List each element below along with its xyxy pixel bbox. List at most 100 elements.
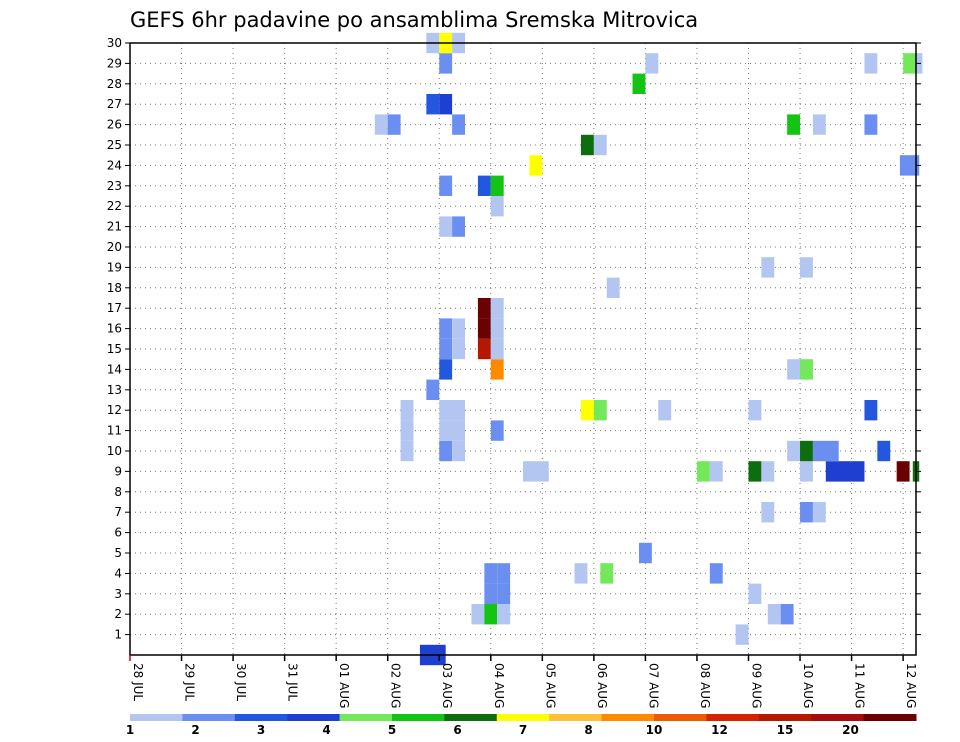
heatmap-cell (452, 216, 466, 237)
heatmap-cell (426, 94, 440, 115)
legend-label: 2 (191, 723, 199, 737)
legend-label: 7 (519, 723, 527, 737)
legend-color-swatch (496, 714, 550, 721)
y-tick-label: 2 (114, 607, 122, 621)
heatmap-cell (761, 461, 775, 482)
heatmap-cell (812, 502, 826, 523)
x-tick-label: 05 AUG (543, 663, 557, 708)
heatmap-cell (709, 563, 723, 584)
y-tick-label: 9 (114, 464, 122, 478)
legend-color-swatch (601, 714, 655, 721)
legend-color-swatch (234, 714, 288, 721)
heatmap-cell (580, 134, 594, 156)
heatmap-cell (606, 277, 620, 298)
heatmap-cell (439, 359, 453, 380)
heatmap-cell (439, 440, 453, 462)
heatmap-cell (696, 461, 710, 482)
heatmap-cell (439, 420, 466, 441)
heatmap-cell (574, 563, 588, 584)
heatmap-cell (439, 175, 453, 196)
heatmap-cell (490, 359, 504, 380)
heatmap-cell (452, 338, 466, 360)
y-tick-label: 30 (107, 36, 122, 50)
heatmap-cell (400, 420, 414, 441)
heatmap-cell (899, 155, 920, 176)
legend-label: 15 (777, 723, 794, 737)
heatmap-cell (748, 400, 762, 421)
x-tick-label: 31 JUL (286, 663, 300, 701)
legend-color-swatch (758, 714, 812, 721)
heatmap-cell (780, 604, 794, 625)
heatmap-cell (484, 563, 498, 584)
heatmap-cell (452, 114, 466, 135)
heatmap-cell (761, 502, 775, 523)
x-tick-label: 10 AUG (801, 663, 815, 708)
heatmap-cell (477, 318, 491, 339)
heatmap-cell (864, 114, 878, 135)
x-tick-label: 01 AUG (337, 663, 351, 708)
heatmap-cell (877, 440, 891, 462)
legend-label: 4 (322, 723, 330, 737)
heatmap-cell (864, 53, 878, 74)
y-tick-label: 17 (107, 301, 122, 315)
heatmap-cell (490, 196, 504, 217)
heatmap-cell (903, 53, 916, 74)
y-tick-label: 24 (107, 158, 122, 172)
heatmap-cell (490, 338, 504, 360)
heatmap-cell (812, 440, 839, 462)
y-tick-label: 12 (107, 403, 122, 417)
heatmap-cell (800, 502, 813, 523)
legend-color-swatch (811, 714, 865, 721)
color-legend: 1 2 3 4 5 6 7 8 10 12 15 20 (126, 714, 917, 737)
heatmap-cells (374, 32, 923, 666)
heatmap-cell (800, 440, 813, 462)
heatmap-cell (477, 298, 491, 319)
y-tick-label: 22 (107, 199, 122, 213)
y-tick-label: 1 (114, 628, 122, 642)
y-tick-label: 7 (114, 505, 122, 519)
x-tick-label: 08 AUG (698, 663, 712, 708)
heatmap-cell (400, 440, 414, 462)
legend-label: 6 (453, 723, 461, 737)
heatmap-cell (439, 338, 453, 360)
legend-color-swatch (130, 714, 183, 721)
heatmap-cell (490, 298, 504, 319)
legend-color-swatch (287, 714, 341, 721)
heatmap-cell (387, 114, 401, 135)
legend-label: 5 (388, 723, 396, 737)
x-tick-label: 03 AUG (440, 663, 454, 708)
y-tick-label: 15 (107, 342, 122, 356)
x-tick-label: 29 JUL (183, 663, 197, 701)
legend-color-swatch (182, 714, 236, 721)
y-tick-label: 20 (107, 240, 122, 254)
heatmap-cell (477, 175, 491, 196)
heatmap-cell (529, 155, 543, 176)
heatmap-cell (477, 338, 491, 360)
heatmap-cell (748, 461, 762, 482)
heatmap-cell (439, 318, 453, 339)
heatmap-cell (800, 461, 813, 482)
heatmap-cell (735, 624, 749, 645)
heatmap-cell (638, 542, 652, 564)
heatmap-cell (800, 257, 813, 278)
y-tick-label: 4 (114, 566, 122, 580)
y-tick-label: 26 (107, 118, 122, 132)
x-tick-label: 11 AUG (853, 663, 867, 708)
legend-label: 8 (584, 723, 592, 737)
heatmap-cell (580, 400, 594, 421)
y-tick-label: 21 (107, 220, 122, 234)
legend-color-swatch (863, 714, 917, 721)
y-tick-label: 10 (107, 444, 122, 458)
heatmap-cell (490, 420, 504, 441)
heatmap-cell (497, 583, 511, 604)
heatmap-cell (490, 318, 504, 339)
heatmap-cell (864, 400, 878, 421)
heatmap-cell (787, 114, 801, 135)
heatmap-cell (812, 114, 826, 135)
y-tick-label: 25 (107, 138, 122, 152)
heatmap-cell (645, 53, 659, 74)
heatmap-cell (497, 563, 511, 584)
y-tick-label: 23 (107, 179, 122, 193)
heatmap-cell (439, 400, 466, 421)
legend-color-swatch (392, 714, 445, 721)
